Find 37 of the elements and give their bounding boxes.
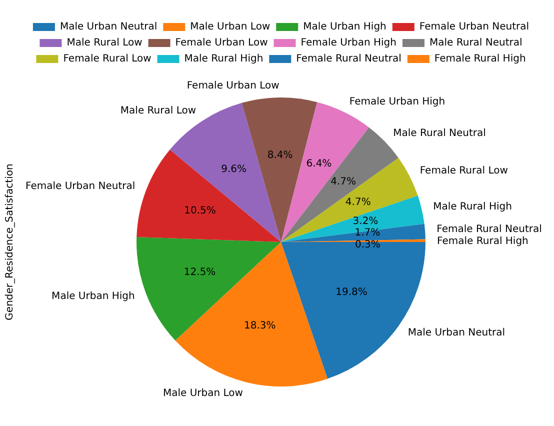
legend-label: Male Urban High <box>303 22 386 33</box>
data-label: 4.7% <box>330 176 356 188</box>
data-label: 10.5% <box>184 206 216 217</box>
legend-label: Male Rural Low <box>66 38 142 49</box>
data-label: 9.6% <box>221 164 246 175</box>
slice-label: Female Urban High <box>349 96 446 108</box>
data-label: 1.7% <box>354 228 380 239</box>
slice-label: Female Rural Low <box>420 165 508 176</box>
legend-label: Male Rural Neutral <box>429 38 522 49</box>
slice-label: Female Urban Neutral <box>26 181 136 192</box>
slice-label: Male Urban High <box>52 291 135 302</box>
legend-label: Male Urban Neutral <box>60 22 158 33</box>
legend-label: Female Urban High <box>300 38 396 49</box>
data-label: 0.3% <box>354 240 380 251</box>
slice-label: Female Rural High <box>437 236 528 248</box>
legend-label: Female Rural Low <box>63 54 152 65</box>
data-label: 18.3% <box>244 320 276 332</box>
slice-label: Female Rural Neutral <box>436 224 542 236</box>
legend-label: Female Urban Low <box>175 38 268 49</box>
slice-label: Male Urban Low <box>162 388 243 399</box>
slice-label: Male Urban Neutral <box>408 327 506 338</box>
legend-label: Female Urban Neutral <box>419 22 530 33</box>
data-label: 12.5% <box>184 266 216 278</box>
text: Gender_Residence_Satisfaction <box>4 164 16 320</box>
data-label: 19.8% <box>336 287 368 298</box>
data-label: 3.2% <box>352 216 378 228</box>
data-label: 4.7% <box>345 197 371 208</box>
slice-label: Male Rural Low <box>120 106 196 117</box>
slice-label: Male Rural High <box>433 202 512 213</box>
legend-label: Male Urban Low <box>190 22 270 33</box>
slice-label: Female Urban Low <box>186 80 280 92</box>
data-label: 6.4% <box>306 158 332 170</box>
legend-label: Male Rural High <box>184 54 264 65</box>
legend-label: Female Rural Neutral <box>296 54 402 65</box>
legend-label: Female Rural High <box>434 54 526 65</box>
slice-label: Male Rural Neutral <box>393 128 486 140</box>
data-label: 8.4% <box>267 150 293 161</box>
